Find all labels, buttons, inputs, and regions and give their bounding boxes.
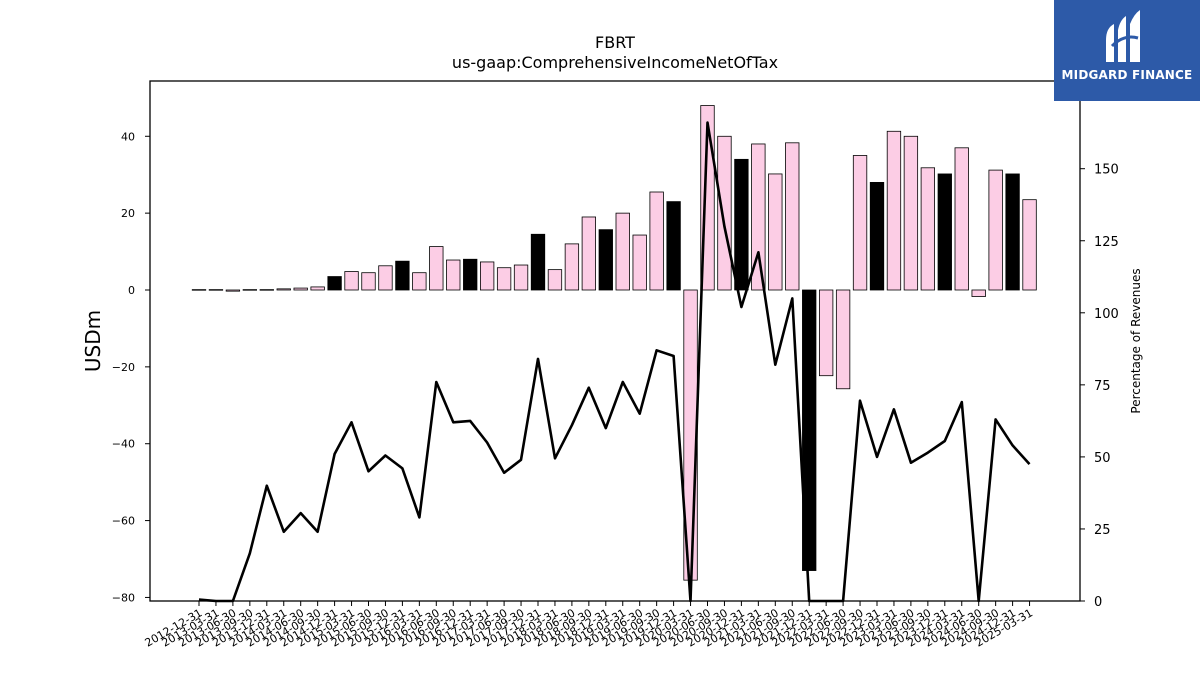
y-tick-label: −80 [112, 591, 135, 604]
bar-2021-12-31 [802, 289, 817, 571]
bar-2019-03-31 [615, 212, 630, 291]
bar-2015-06-30 [361, 272, 376, 291]
bar-2025-03-31 [1022, 199, 1037, 291]
bar-2021-06-30 [768, 173, 783, 291]
bar-2024-12-31 [1005, 173, 1020, 291]
plot-frame [149, 80, 1081, 602]
bar-2022-03-31 [819, 289, 834, 377]
bar-2018-12-31 [598, 229, 613, 291]
bar-2016-06-30 [429, 246, 444, 291]
left-axis-ticks: −80 −60 −40 −20 0 20 40 [112, 130, 150, 604]
y2-tick-label: 50 [1094, 451, 1111, 466]
y-tick-label: −60 [112, 515, 135, 528]
bar-2023-09-30 [920, 167, 935, 291]
bar-2016-12-31 [463, 258, 478, 291]
y-tick-label: 20 [121, 207, 135, 220]
bar-2014-06-30 [293, 287, 308, 291]
bar-2022-09-30 [852, 155, 868, 291]
bar-2014-12-31 [327, 276, 342, 291]
bar-2016-03-31 [412, 272, 427, 291]
bar-2017-06-30 [496, 267, 512, 291]
bar-2019-09-30 [649, 191, 664, 291]
logo-text: MIDGARD FINANCE [1061, 68, 1193, 82]
chart-title: FBRT [595, 33, 635, 52]
bar-2014-09-30 [310, 286, 325, 291]
y-tick-label: −40 [112, 438, 135, 451]
bar-2015-12-31 [395, 260, 410, 291]
y-tick-label: −20 [112, 361, 135, 374]
bar-2023-12-31 [937, 173, 952, 291]
y-axis-label: USDm [81, 310, 105, 372]
y2-tick-label: 100 [1094, 307, 1119, 322]
percentage-of-revenues-line [198, 121, 1031, 603]
bar-2021-03-31 [751, 143, 766, 291]
bar-2021-09-30 [785, 142, 800, 291]
bar-2017-03-31 [479, 261, 495, 291]
bar-2013-12-31 [259, 289, 274, 291]
bar-2019-06-30 [632, 234, 647, 291]
right-axis-ticks: 0 25 50 75 100 125 150 [1080, 163, 1119, 610]
bar-2012-12-31 [191, 289, 207, 291]
bar-2015-03-31 [344, 271, 359, 291]
bar-2020-12-31 [734, 158, 749, 291]
bar-2019-12-31 [666, 201, 681, 291]
bar-2013-09-30 [242, 289, 258, 291]
bar-2017-09-30 [513, 264, 529, 291]
x-axis-ticks: 2012-12-312013-03-312013-06-302013-09-30… [143, 601, 1035, 650]
midgard-finance-logo: MIDGARD FINANCE [1054, 0, 1200, 101]
chart-title-group: FBRT us-gaap:ComprehensiveIncomeNetOfTax [452, 33, 778, 72]
bar-2022-06-30 [835, 289, 851, 390]
bar-2024-06-30 [971, 289, 986, 297]
bar-2023-03-31 [886, 130, 902, 291]
bar-2014-03-31 [276, 288, 291, 291]
y2-tick-label: 0 [1094, 595, 1102, 610]
y2-tick-label: 75 [1094, 379, 1111, 394]
bar-2024-09-30 [988, 169, 1003, 291]
bar-2015-09-30 [378, 265, 393, 291]
y-tick-label: 40 [121, 130, 135, 143]
bar-2023-06-30 [903, 135, 919, 291]
y2-axis-label: Percentage of Revenues [1129, 268, 1143, 413]
bar-2022-12-31 [869, 181, 885, 291]
bar-2020-09-30 [717, 135, 732, 291]
bar-2018-09-30 [581, 216, 596, 291]
bar-2018-06-30 [564, 243, 580, 291]
bar-2013-06-30 [225, 289, 241, 292]
bar-series [191, 105, 1037, 581]
bar-2016-09-30 [446, 259, 461, 291]
y2-tick-label: 150 [1094, 163, 1119, 178]
y2-tick-label: 25 [1094, 523, 1111, 538]
y-tick-label: 0 [128, 284, 135, 297]
bar-2018-03-31 [547, 269, 563, 291]
bar-2017-12-31 [530, 233, 546, 291]
line-series [198, 121, 1031, 603]
y2-tick-label: 125 [1094, 235, 1119, 250]
chart-subtitle: us-gaap:ComprehensiveIncomeNetOfTax [452, 53, 778, 72]
logo-mark-icon [1106, 10, 1140, 62]
bar-2013-03-31 [208, 289, 224, 291]
bar-2024-03-31 [954, 147, 969, 291]
